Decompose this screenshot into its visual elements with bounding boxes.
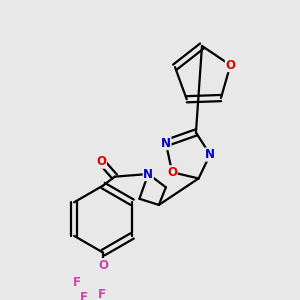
Text: N: N <box>161 136 171 150</box>
Text: N: N <box>205 148 215 161</box>
Text: F: F <box>98 288 105 300</box>
Text: O: O <box>225 58 236 72</box>
Text: O: O <box>167 166 177 179</box>
Text: O: O <box>96 155 106 168</box>
Text: F: F <box>80 291 88 300</box>
Text: O: O <box>98 259 108 272</box>
Text: F: F <box>73 276 81 289</box>
Text: N: N <box>143 167 153 181</box>
